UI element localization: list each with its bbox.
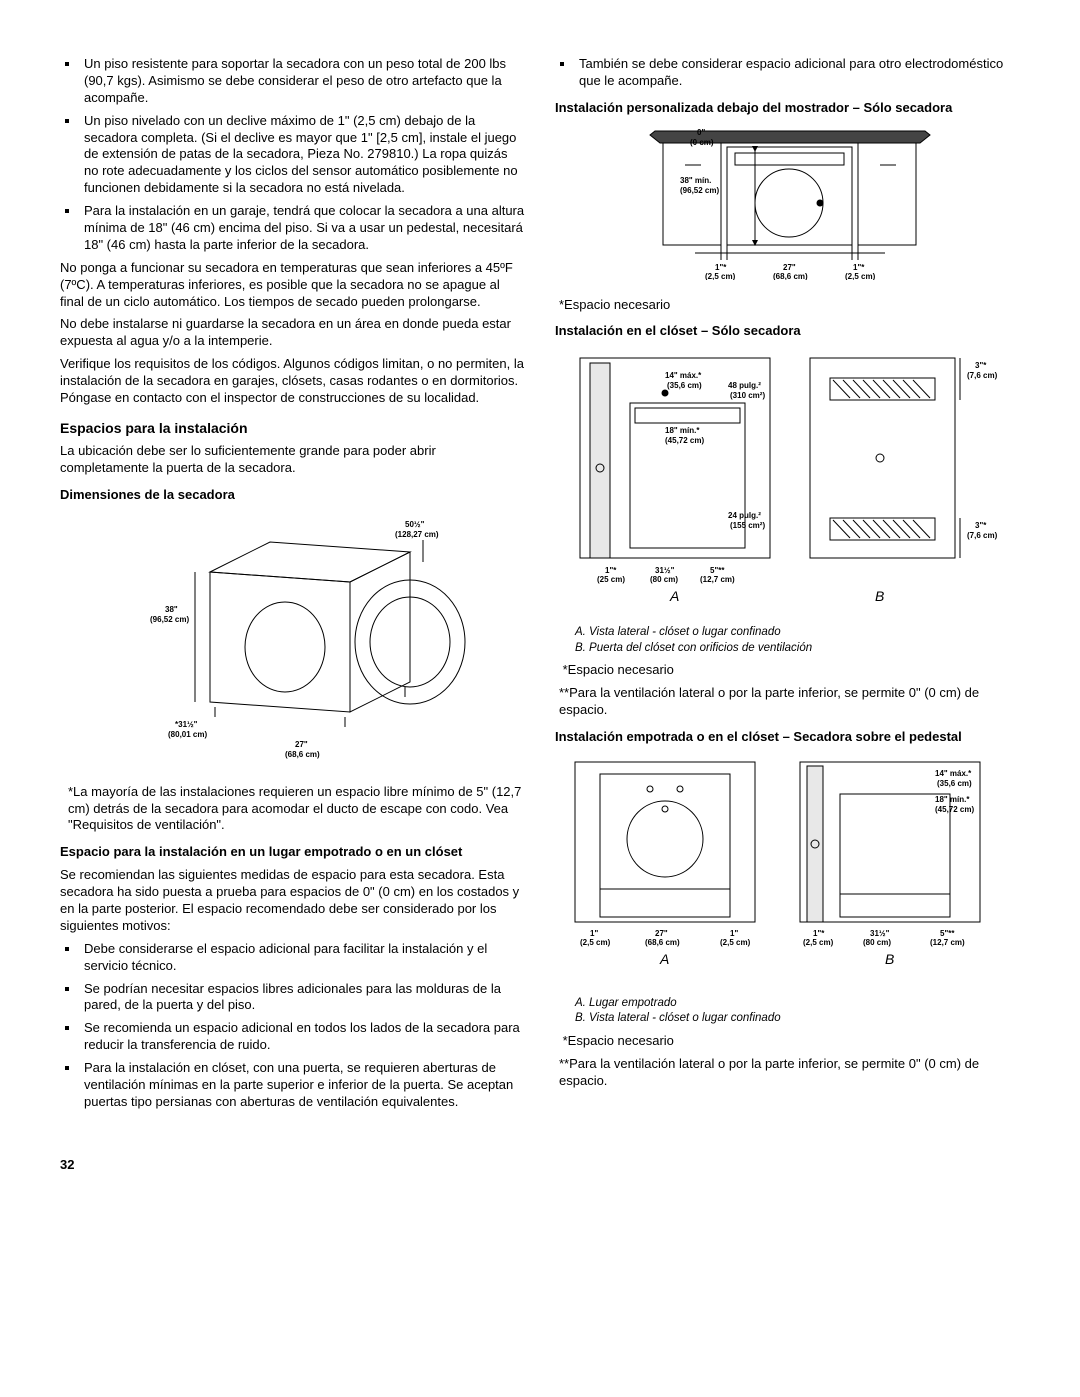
svg-text:31½": 31½"	[870, 929, 890, 938]
note-required-space: *Espacio necesario	[559, 662, 1020, 679]
list-item: Un piso resistente para soportar la seca…	[80, 56, 525, 107]
svg-text:38" mín.: 38" mín.	[680, 176, 711, 185]
svg-text:(7,6 cm): (7,6 cm)	[967, 531, 998, 540]
svg-text:(155 cm²): (155 cm²)	[730, 521, 765, 530]
svg-text:5"**: 5"**	[940, 929, 955, 938]
dim-note: *La mayoría de las instalaciones requier…	[68, 784, 525, 835]
caption-pedestal: A. Lugar empotrado B. Vista lateral - cl…	[575, 996, 1020, 1027]
pedestal-diagram: 1" (2,5 cm) 27" (68,6 cm) 1" (2,5 cm) A …	[555, 754, 1020, 984]
list-item: Para la instalación en un garaje, tendrá…	[80, 203, 525, 254]
left-bullets-2: Debe considerarse el espacio adicional p…	[60, 941, 525, 1111]
svg-text:(45,72 cm): (45,72 cm)	[935, 805, 974, 814]
svg-text:3"*: 3"*	[975, 361, 987, 370]
svg-text:27": 27"	[783, 263, 796, 272]
para: No debe instalarse ni guardarse la secad…	[60, 316, 525, 350]
svg-text:*31½": *31½"	[175, 720, 198, 729]
svg-text:1"*: 1"*	[605, 566, 617, 575]
svg-text:(2,5 cm): (2,5 cm)	[580, 938, 611, 947]
svg-text:(2,5 cm): (2,5 cm)	[705, 272, 736, 280]
dryer-dimensions-diagram: 50½" (128,27 cm) 38" (96,52 cm) *31½" (8…	[60, 512, 525, 772]
svg-text:(12,7 cm): (12,7 cm)	[700, 575, 735, 584]
svg-text:38": 38"	[165, 605, 178, 614]
note-required-space: *Espacio necesario	[559, 1033, 1020, 1050]
heading-pedestal: Instalación empotrada o en el clóset – S…	[555, 729, 1020, 746]
svg-text:(68,6 cm): (68,6 cm)	[285, 750, 320, 759]
svg-text:3"*: 3"*	[975, 521, 987, 530]
svg-text:24 pulg.²: 24 pulg.²	[728, 511, 761, 520]
note-vent-zero: **Para la ventilación lateral o por la p…	[559, 1056, 1020, 1090]
svg-text:(80,01 cm): (80,01 cm)	[168, 730, 207, 739]
svg-text:B: B	[885, 951, 894, 967]
svg-text:(68,6 cm): (68,6 cm)	[773, 272, 808, 280]
svg-text:5"**: 5"**	[710, 566, 725, 575]
list-item: Se recomienda un espacio adicional en to…	[80, 1020, 525, 1054]
svg-text:(35,6 cm): (35,6 cm)	[667, 381, 702, 390]
svg-text:(7,6 cm): (7,6 cm)	[967, 371, 998, 380]
svg-text:(45,72 cm): (45,72 cm)	[665, 436, 704, 445]
svg-text:A: A	[659, 951, 669, 967]
right-bullets-1: También se debe considerar espacio adici…	[555, 56, 1020, 90]
list-item: Un piso nivelado con un declive máximo d…	[80, 113, 525, 197]
svg-text:B: B	[875, 588, 884, 604]
para: Verifique los requisitos de los códigos.…	[60, 356, 525, 407]
svg-text:A: A	[669, 588, 679, 604]
svg-text:0": 0"	[697, 128, 705, 137]
svg-text:(310 cm²): (310 cm²)	[730, 391, 765, 400]
svg-text:1": 1"	[590, 929, 598, 938]
svg-text:(2,5 cm): (2,5 cm)	[720, 938, 751, 947]
svg-text:(12,7 cm): (12,7 cm)	[930, 938, 965, 947]
svg-text:(128,27 cm): (128,27 cm)	[395, 530, 439, 539]
para: No ponga a funcionar su secadora en temp…	[60, 260, 525, 311]
svg-text:31½": 31½"	[655, 566, 675, 575]
svg-text:1"*: 1"*	[715, 263, 727, 272]
svg-text:(0 cm): (0 cm)	[690, 138, 714, 147]
svg-text:27": 27"	[295, 740, 308, 749]
svg-text:1"*: 1"*	[813, 929, 825, 938]
svg-text:(68,6 cm): (68,6 cm)	[645, 938, 680, 947]
note-required-space: *Espacio necesario	[559, 297, 1020, 314]
under-counter-diagram: 0" (0 cm) 38" mín. (96,52 cm) 1"* (2,5 c…	[555, 125, 1020, 285]
svg-text:1": 1"	[730, 929, 738, 938]
svg-text:50½": 50½"	[405, 520, 425, 529]
heading-dryer-dimensions: Dimensiones de la secadora	[60, 487, 525, 504]
page-number: 32	[60, 1157, 1020, 1174]
svg-text:(25 cm): (25 cm)	[597, 575, 625, 584]
svg-text:48 pulg.²: 48 pulg.²	[728, 381, 761, 390]
svg-text:27": 27"	[655, 929, 668, 938]
svg-text:(2,5 cm): (2,5 cm)	[845, 272, 876, 280]
left-bullets-1: Un piso resistente para soportar la seca…	[60, 56, 525, 254]
heading-under-counter: Instalación personalizada debajo del mos…	[555, 100, 1020, 117]
svg-text:1"*: 1"*	[853, 263, 865, 272]
svg-text:18" mín.*: 18" mín.*	[935, 795, 970, 804]
heading-closet-only: Instalación en el clóset – Sólo secadora	[555, 323, 1020, 340]
svg-text:18" mín.*: 18" mín.*	[665, 426, 700, 435]
heading-closet-space: Espacio para la instalación en un lugar …	[60, 844, 525, 861]
closet-only-diagram: 14" máx.* (35,6 cm) 48 pulg.² (310 cm²) …	[555, 348, 1020, 613]
list-item: Se podrían necesitar espacios libres adi…	[80, 981, 525, 1015]
svg-text:14" máx.*: 14" máx.*	[665, 371, 702, 380]
list-item: También se debe considerar espacio adici…	[575, 56, 1020, 90]
svg-text:(2,5 cm): (2,5 cm)	[803, 938, 834, 947]
list-item: Debe considerarse el espacio adicional p…	[80, 941, 525, 975]
note-vent-zero: **Para la ventilación lateral o por la p…	[559, 685, 1020, 719]
svg-text:(96,52 cm): (96,52 cm)	[150, 615, 189, 624]
svg-text:(80 cm): (80 cm)	[650, 575, 678, 584]
svg-text:(96,52 cm): (96,52 cm)	[680, 186, 719, 195]
para: Se recomiendan las siguientes medidas de…	[60, 867, 525, 935]
svg-text:(80 cm): (80 cm)	[863, 938, 891, 947]
svg-text:(35,6 cm): (35,6 cm)	[937, 779, 972, 788]
caption-closet: A. Vista lateral - clóset o lugar confin…	[575, 625, 1020, 656]
list-item: Para la instalación en clóset, con una p…	[80, 1060, 525, 1111]
para: La ubicación debe ser lo suficientemente…	[60, 443, 525, 477]
heading-installation-spacing: Espacios para la instalación	[60, 419, 525, 437]
svg-text:14" máx.*: 14" máx.*	[935, 769, 972, 778]
